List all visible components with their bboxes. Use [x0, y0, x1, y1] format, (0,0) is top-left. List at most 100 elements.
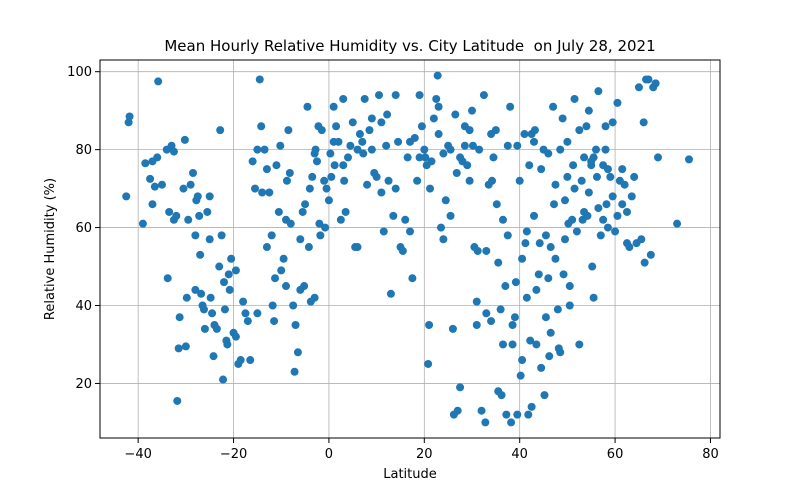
data-point [231, 332, 240, 341]
data-point [239, 297, 248, 306]
data-point [437, 223, 445, 232]
data-point [627, 192, 636, 201]
data-point [613, 211, 622, 220]
data-point [182, 293, 191, 302]
data-point [413, 176, 422, 185]
data-point [358, 137, 367, 146]
data-point [403, 153, 412, 162]
data-point [311, 145, 320, 154]
data-point [439, 235, 448, 244]
data-point [587, 157, 596, 166]
y-tick-label: 20 [75, 377, 92, 392]
data-point [279, 254, 288, 263]
chart-title: Mean Hourly Relative Humidity vs. City L… [164, 37, 655, 55]
data-point [499, 340, 507, 349]
data-point [654, 153, 662, 162]
data-point [580, 153, 589, 162]
data-point [482, 309, 491, 318]
data-point [565, 301, 574, 310]
data-point [339, 161, 348, 170]
data-point [496, 305, 505, 314]
data-point [482, 246, 491, 255]
data-point [276, 141, 285, 150]
data-point [640, 258, 649, 267]
x-tick-label: −40 [124, 447, 151, 462]
data-point [426, 184, 435, 193]
data-point [360, 94, 369, 103]
data-point [488, 176, 497, 185]
data-point [122, 192, 131, 201]
data-point [303, 102, 312, 111]
data-point [219, 375, 228, 384]
data-point [348, 118, 357, 127]
data-point [515, 176, 524, 185]
y-tick-label: 40 [75, 299, 92, 314]
data-point [286, 219, 295, 228]
data-point [602, 200, 611, 209]
data-point [503, 141, 512, 150]
data-point [169, 215, 178, 224]
data-point [618, 200, 627, 209]
data-point [577, 176, 586, 185]
data-point [384, 176, 393, 185]
data-point [589, 293, 598, 302]
data-point [415, 91, 424, 100]
data-point [630, 172, 639, 181]
data-point [644, 75, 653, 84]
data-point [215, 262, 224, 271]
x-tick-label: 40 [511, 447, 528, 462]
data-point [148, 157, 157, 166]
data-point [532, 340, 541, 349]
data-point [339, 94, 348, 103]
data-point [472, 320, 481, 329]
data-point [434, 102, 443, 111]
data-point [255, 75, 264, 84]
data-point [223, 340, 232, 349]
data-point [227, 254, 236, 263]
data-point [391, 91, 400, 100]
data-point [150, 182, 159, 191]
data-point [623, 207, 631, 216]
data-point [541, 231, 550, 240]
data-point [544, 149, 553, 158]
data-point [289, 301, 298, 310]
data-point [191, 285, 200, 294]
data-point [532, 285, 541, 294]
data-point [481, 418, 490, 427]
data-point [489, 153, 498, 162]
data-point [225, 285, 234, 294]
data-point [408, 274, 417, 283]
data-point [304, 243, 313, 252]
data-point [193, 192, 202, 201]
data-point [191, 231, 200, 240]
data-point [565, 282, 574, 291]
data-point [231, 266, 240, 275]
data-point [308, 172, 317, 181]
plot-frame [99, 59, 721, 439]
data-point [270, 317, 279, 326]
data-point [511, 278, 520, 287]
data-point [546, 328, 555, 337]
data-point [317, 126, 326, 135]
data-point [453, 406, 462, 415]
data-point [203, 207, 212, 216]
data-point [611, 227, 620, 236]
data-point [209, 352, 218, 361]
data-point [441, 196, 450, 205]
data-point [251, 184, 259, 193]
data-point [344, 153, 352, 162]
data-point [329, 102, 338, 111]
data-point [570, 94, 579, 103]
data-point [272, 161, 281, 170]
data-point [236, 356, 245, 365]
data-point [293, 348, 302, 357]
data-point [563, 172, 572, 181]
x-axis-label: Latitude [383, 467, 437, 482]
data-point [355, 130, 364, 139]
data-point [625, 243, 634, 252]
y-tick-label: 80 [75, 143, 92, 158]
data-point [326, 149, 335, 158]
data-point [298, 207, 307, 216]
data-point [516, 371, 525, 380]
data-point [316, 231, 325, 240]
